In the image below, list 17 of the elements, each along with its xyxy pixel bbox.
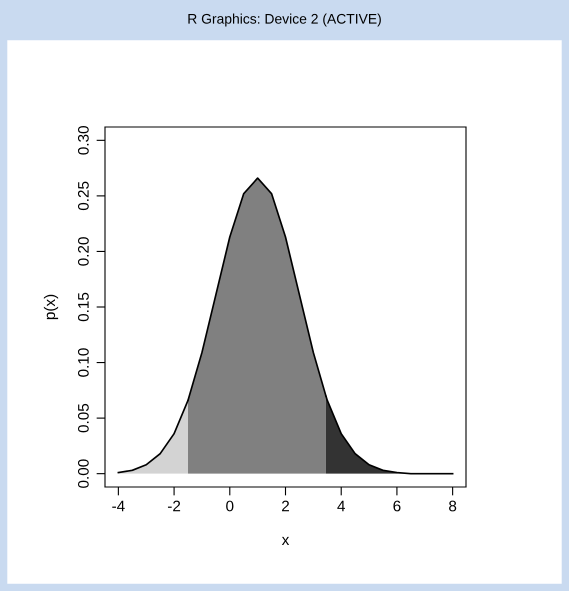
y-tick-label: 0.10 [78,348,89,377]
y-tick-label: 0.20 [78,237,89,266]
x-tick-label: 6 [393,500,400,512]
y-tick-label: 0.15 [78,292,89,322]
x-tick-label: -4 [112,500,125,512]
x-tick-label: 4 [337,500,346,512]
x-tick-label: 8 [449,500,456,512]
y-tick-label: 0.30 [78,126,89,155]
y-axis-title: p(x) [44,294,58,320]
y-tick-label: 0.25 [78,182,89,210]
x-axis-title: x [282,536,290,545]
x-tick-label: -2 [168,500,180,512]
chart-title: R Graphics: Device 2 (ACTIVE) [188,14,381,26]
y-tick-label: 0.00 [78,459,89,488]
x-tick-label: 2 [282,500,289,512]
x-tick-label: 0 [226,500,234,512]
y-tick-label: 0.05 [78,404,89,432]
